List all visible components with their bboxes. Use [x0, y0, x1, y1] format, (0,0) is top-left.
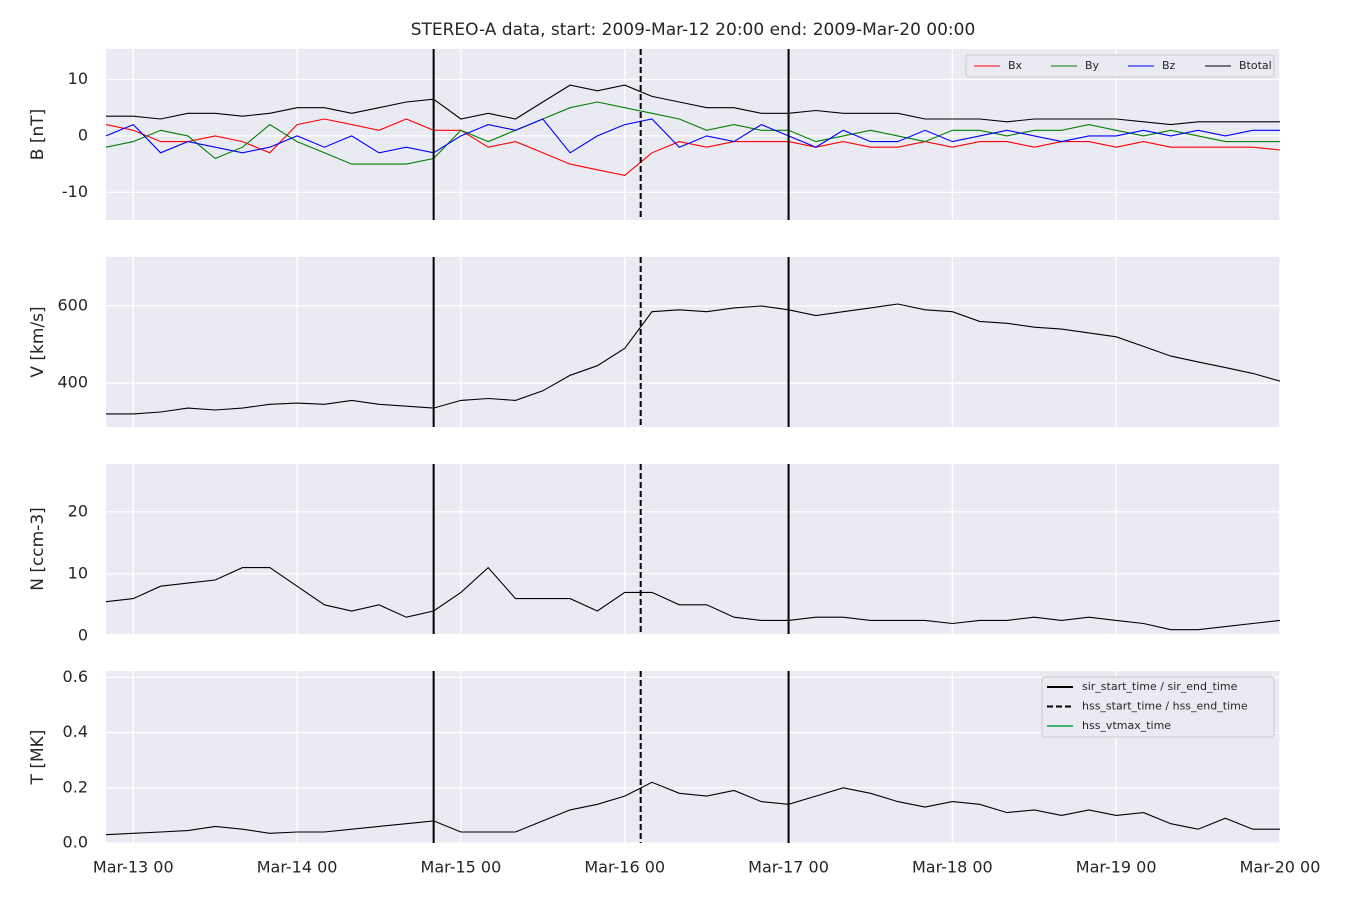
legend-label: Btotal	[1239, 59, 1272, 72]
legend-label: Bz	[1162, 59, 1176, 72]
y-tick-label: 600	[57, 295, 88, 314]
y-tick-label: 0.4	[63, 722, 88, 741]
y-tick-label: 0.6	[63, 667, 88, 686]
x-tick-label: Mar-16 00	[584, 858, 665, 877]
chart-title: STEREO-A data, start: 2009-Mar-12 20:00 …	[411, 20, 976, 40]
legend-label: hss_start_time / hss_end_time	[1082, 700, 1248, 713]
data-line	[105, 118, 1281, 176]
legend-label: By	[1085, 59, 1100, 72]
y-tick-label: -10	[62, 182, 88, 201]
data-line	[105, 101, 1280, 165]
data-line	[105, 566, 1281, 631]
x-tick-label: Mar-13 00	[93, 858, 174, 877]
legend-box	[1041, 676, 1275, 738]
legend-label: Bx	[1008, 59, 1023, 72]
legend-label: sir_start_time / sir_end_time	[1082, 680, 1238, 693]
data-line	[106, 303, 1281, 415]
x-tick-label: Mar-18 00	[912, 858, 993, 877]
legend-label: hss_vtmax_time	[1082, 719, 1171, 732]
x-tick-label: Mar-17 00	[748, 858, 829, 877]
data-line	[105, 118, 1280, 154]
y-tick-label: 0.2	[63, 777, 88, 796]
legend-box	[965, 54, 1275, 78]
y-axis-label: B [nT]	[28, 109, 48, 161]
plot-area	[106, 464, 1280, 634]
y-tick-label: 10	[68, 563, 88, 582]
data-line	[106, 84, 1280, 126]
plot-area	[106, 257, 1280, 427]
x-tick-label: Mar-15 00	[421, 858, 502, 877]
y-tick-label: 400	[57, 373, 88, 392]
x-tick-label: Mar-14 00	[257, 858, 338, 877]
x-tick-label: Mar-19 00	[1076, 858, 1157, 877]
data-line	[105, 781, 1280, 836]
y-axis-label: V [km/s]	[28, 306, 48, 377]
y-axis-label: T [MK]	[28, 730, 48, 786]
y-axis-label: N [ccm-3]	[28, 507, 48, 591]
y-tick-label: 0	[78, 125, 88, 144]
x-tick-label: Mar-20 00	[1240, 858, 1321, 877]
y-tick-label: 10	[68, 69, 88, 88]
y-tick-label: 0.0	[63, 833, 88, 852]
y-tick-label: 20	[68, 501, 88, 520]
y-tick-label: 0	[78, 625, 88, 644]
